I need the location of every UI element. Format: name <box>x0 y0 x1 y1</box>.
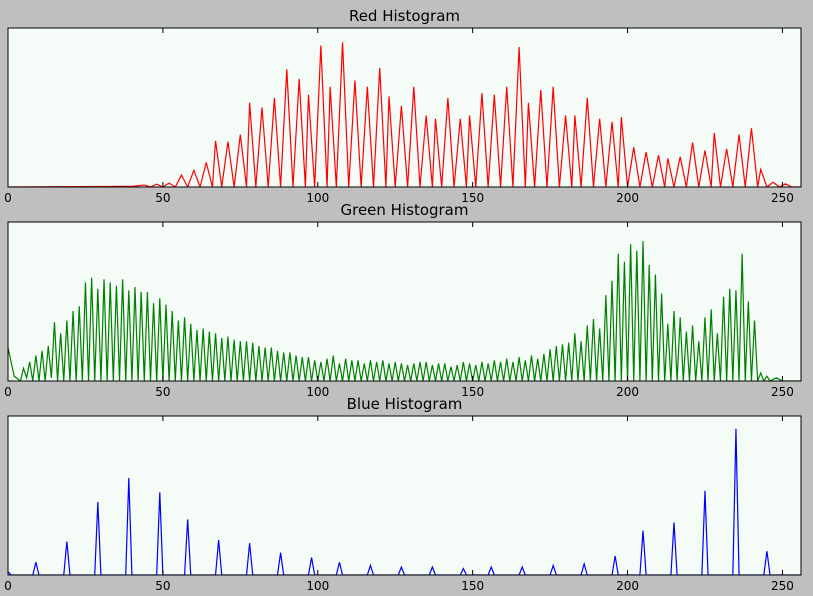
green-x-tick-label: 100 <box>306 385 329 399</box>
green-x-tick-label: 250 <box>771 385 794 399</box>
green-histogram-series-line <box>8 241 801 381</box>
green-x-tick-label: 50 <box>155 385 170 399</box>
green-x-tick-label: 0 <box>4 385 12 399</box>
blue-x-tick-label: 150 <box>461 579 484 593</box>
blue-x-tick-label: 250 <box>771 579 794 593</box>
green-x-tick-label: 150 <box>461 385 484 399</box>
red-x-tick-label: 0 <box>4 191 12 205</box>
red-x-tick-label: 200 <box>616 191 639 205</box>
red-x-tick-label: 50 <box>155 191 170 205</box>
red-axes-frame <box>7 27 802 188</box>
red-histogram-title: Red Histogram <box>349 7 460 25</box>
red-histogram-panel: Red Histogram 0 50 100 150 200 250 <box>4 7 802 205</box>
blue-histogram-series-line <box>8 428 801 575</box>
red-x-tick-label: 100 <box>306 191 329 205</box>
blue-histogram-title: Blue Histogram <box>347 395 463 413</box>
blue-x-tick-label: 0 <box>4 579 12 593</box>
green-axes-frame <box>7 221 802 382</box>
blue-x-tick-label: 100 <box>306 579 329 593</box>
green-axes-background <box>8 222 801 381</box>
green-x-tick-label: 200 <box>616 385 639 399</box>
blue-x-tick-label: 50 <box>155 579 170 593</box>
blue-x-tick-label: 200 <box>616 579 639 593</box>
blue-axes-frame <box>7 415 802 576</box>
red-x-tick-label: 150 <box>461 191 484 205</box>
red-x-tick-label: 250 <box>771 191 794 205</box>
green-histogram-title: Green Histogram <box>340 201 468 219</box>
blue-histogram-panel: Blue Histogram 0 50 100 150 200 250 <box>4 395 802 593</box>
green-histogram-panel: Green Histogram 0 50 100 150 200 250 <box>4 201 802 399</box>
blue-axes-background <box>8 416 801 575</box>
